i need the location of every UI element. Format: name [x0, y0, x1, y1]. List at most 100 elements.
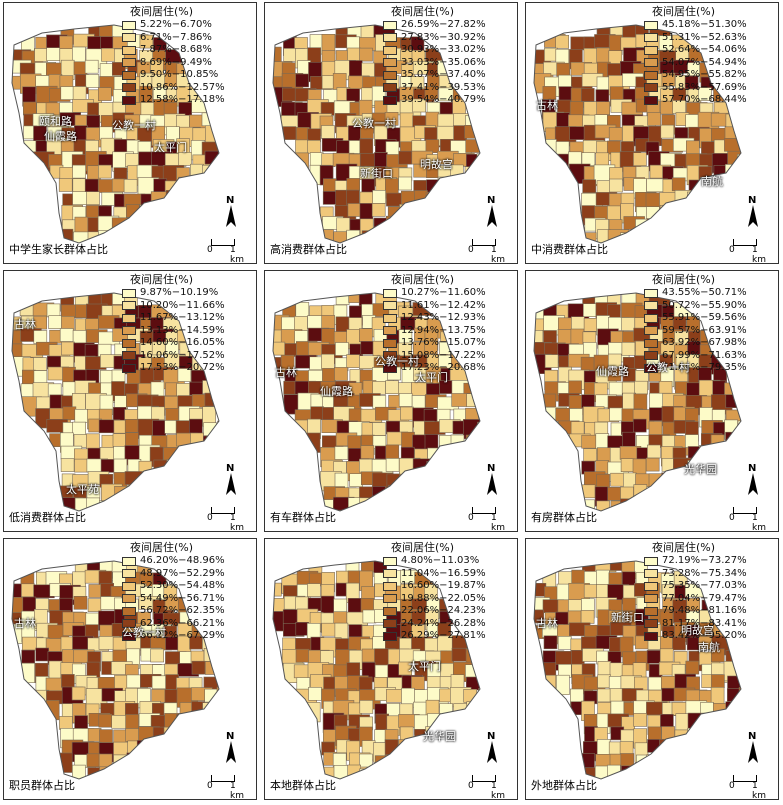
- legend-item: 52.30%−54.48%: [122, 580, 225, 593]
- north-arrow-icon: N: [222, 463, 240, 497]
- district-block: [582, 303, 597, 318]
- legend-item: 10.27%−11.60%: [383, 287, 486, 300]
- district-block: [150, 648, 164, 663]
- legend-item: 8.69%−9.49%: [122, 57, 225, 70]
- district-block: [636, 754, 650, 775]
- district-block: [359, 700, 374, 714]
- district-block: [542, 674, 557, 695]
- district-block: [583, 448, 597, 462]
- district-block: [151, 341, 166, 356]
- legend-item: 12.94%−13.75%: [383, 325, 486, 338]
- district-block: [557, 636, 572, 650]
- district-outline: [272, 292, 481, 512]
- district-block: [595, 152, 609, 167]
- district-outline: [272, 24, 481, 244]
- district-block: [87, 598, 102, 612]
- legend-item: 9.50%−10.85%: [122, 69, 225, 82]
- district-block: [571, 569, 586, 584]
- district-block: [609, 561, 624, 571]
- legend-swatch: [383, 313, 397, 323]
- district-map: [11, 292, 220, 512]
- district-block: [388, 484, 410, 499]
- district-block: [737, 153, 741, 174]
- district-block: [178, 176, 200, 197]
- district-block: [296, 677, 311, 691]
- legend-item: 11.61%−12.42%: [383, 300, 486, 313]
- legend-swatch: [644, 45, 658, 55]
- place-label: 南航: [701, 175, 723, 188]
- district-block: [125, 153, 139, 167]
- place-label: 光华园: [423, 730, 456, 743]
- place-label: 古林: [14, 617, 36, 630]
- district-block: [334, 367, 348, 381]
- legend-range-label: 39.54%−40.79%: [401, 94, 486, 106]
- legend-swatch: [122, 70, 136, 80]
- legend-swatch: [644, 326, 658, 336]
- legend-swatch: [644, 95, 658, 105]
- district-block: [687, 727, 709, 748]
- district-block: [307, 128, 321, 143]
- district-block: [544, 354, 559, 368]
- map-panel: 夜间居住(%) 26.59%−27.82% 27.83%−30.92% 30.93%−…: [264, 2, 518, 264]
- legend-swatch: [383, 594, 397, 604]
- north-arrow-icon: N: [222, 195, 240, 229]
- district-block: [201, 112, 219, 127]
- district-block: [73, 595, 88, 610]
- legend-swatch: [383, 70, 397, 80]
- legend-item: 71.64%−79.35%: [644, 362, 747, 375]
- district-block: [165, 190, 188, 204]
- map-panel: 夜间居住(%) 4.80%−11.03% 11.04%−16.59% 16.60%−1…: [264, 538, 518, 800]
- place-label: 新街口: [360, 167, 393, 180]
- district-block: [59, 35, 73, 50]
- panel-title: 有房群体占比: [531, 511, 597, 524]
- district-block: [126, 204, 140, 218]
- district-block: [661, 72, 676, 87]
- district-block: [84, 59, 99, 74]
- legend-item: 14.60%−16.05%: [122, 337, 225, 350]
- legend-item: 26.29%−27.81%: [383, 630, 486, 643]
- district-block: [348, 497, 362, 511]
- legend-item: 72.19%−73.27%: [644, 555, 747, 568]
- legend-range-label: 52.30%−54.48%: [140, 580, 225, 592]
- legend-range-label: 77.04%−79.47%: [662, 592, 747, 604]
- legend-item: 27.83%−30.92%: [383, 32, 486, 45]
- legend-range-label: 37.41%−39.53%: [401, 81, 486, 93]
- legend-swatch: [644, 619, 658, 629]
- map-panel: 夜间居住(%) 9.87%−10.19% 10.20%−11.66% 11.67%−1…: [3, 270, 257, 532]
- district-block: [594, 421, 609, 436]
- district-block: [440, 663, 454, 677]
- district-block: [87, 728, 102, 742]
- panel-title: 中消费群体占比: [531, 243, 608, 256]
- district-block: [72, 764, 86, 779]
- legend-range-label: 66.22%−67.29%: [140, 630, 225, 642]
- district-block: [608, 572, 623, 587]
- legend-swatch: [383, 95, 397, 105]
- district-block: [346, 354, 360, 368]
- district-block: [336, 570, 350, 585]
- district-block: [362, 609, 377, 624]
- district-block: [61, 674, 75, 688]
- legend-range-label: 7.87%−8.68%: [140, 44, 212, 56]
- district-block: [596, 76, 611, 91]
- legend-item: 26.59%−27.82%: [383, 19, 486, 32]
- district-block: [33, 370, 48, 384]
- district-block: [71, 686, 86, 701]
- district-block: [22, 101, 37, 116]
- legend-swatch: [644, 606, 658, 616]
- district-block: [465, 664, 479, 678]
- legend-range-label: 10.86%−12.57%: [140, 81, 225, 93]
- district-block: [596, 180, 611, 194]
- district-block: [609, 407, 623, 422]
- legend-range-label: 24.24%−26.28%: [401, 617, 486, 629]
- district-block: [424, 340, 438, 355]
- district-block: [281, 316, 295, 331]
- legend-swatch: [122, 338, 136, 348]
- legend-range-label: 9.50%−10.85%: [140, 69, 219, 81]
- district-block: [33, 330, 48, 344]
- legend-item: 17.23%−20.68%: [383, 362, 486, 375]
- district-outline: [533, 292, 742, 512]
- legend-item: 13.76%−15.07%: [383, 337, 486, 350]
- district-block: [217, 420, 219, 435]
